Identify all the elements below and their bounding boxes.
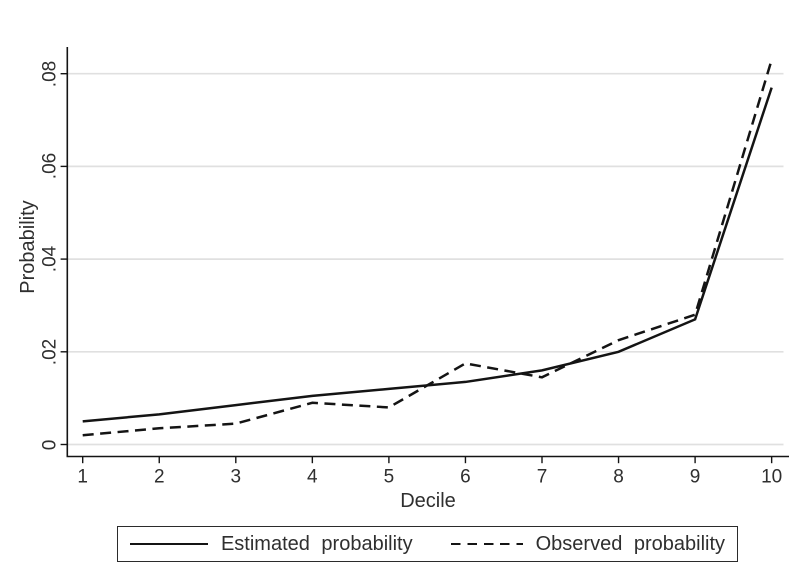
solid-line-sample	[129, 542, 208, 546]
x-tick-label: 10	[761, 466, 783, 488]
x-tick-label: 5	[383, 466, 395, 488]
y-tick-label: .08	[39, 60, 61, 87]
series-line-observed	[82, 59, 773, 437]
x-tick-label: 2	[153, 466, 165, 488]
y-tick-label: 0	[39, 439, 61, 450]
y-tick-label: .06	[39, 153, 61, 180]
x-axis-title: Decile	[400, 490, 456, 512]
y-tick-label: .04	[39, 245, 61, 273]
x-tick-label: 7	[536, 466, 548, 488]
legend-label-observed: Observed probability	[535, 533, 726, 555]
y-axis-title: Probability	[17, 200, 39, 294]
x-tick-label: 8	[613, 466, 624, 488]
x-tick-label: 1	[77, 466, 88, 488]
legend-label-estimated: Estimated probability	[220, 533, 413, 555]
x-tick-label: 9	[689, 466, 701, 488]
legend-entry-estimated: Estimated probability	[129, 533, 413, 555]
dashed-line-sample	[450, 542, 523, 546]
series-line-estimated	[82, 87, 773, 423]
x-tick-label: 4	[307, 466, 318, 488]
legend-entry-observed: Observed probability	[450, 533, 726, 555]
x-tick-label: 3	[230, 466, 242, 488]
y-tick-label: .02	[39, 338, 61, 366]
legend: Estimated probability Observed probabili…	[117, 526, 738, 562]
x-tick-label: 6	[460, 466, 471, 488]
